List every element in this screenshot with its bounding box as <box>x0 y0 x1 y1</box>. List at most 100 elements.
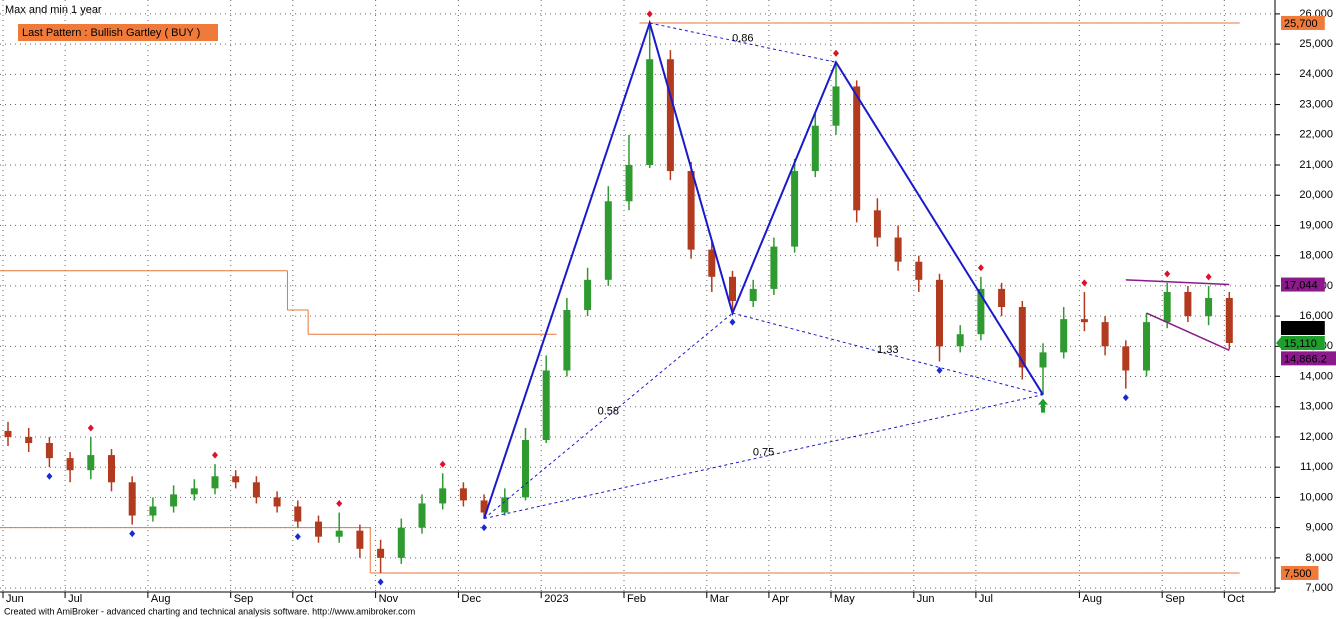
candle-body <box>1163 291 1171 323</box>
x-tick-label: Dec <box>461 593 481 605</box>
pivot-high <box>646 10 653 18</box>
plot-area: 0.58 0.86 1.33 0.75 <box>0 10 1240 586</box>
pivot-high <box>1081 279 1088 287</box>
ratio-label: 1.33 <box>877 344 898 356</box>
candle-body <box>25 436 33 444</box>
x-tick-label: Aug <box>151 593 171 605</box>
y-tick-label: 21,000 <box>1299 159 1333 171</box>
price-tag <box>1281 565 1319 580</box>
candle-body <box>1143 322 1150 371</box>
price-tag-label: 17,044 <box>1284 279 1318 291</box>
pivot-low <box>294 533 301 541</box>
ratio-label: 0.86 <box>732 33 753 45</box>
candle-body <box>646 59 654 165</box>
pivot-high <box>439 460 446 468</box>
candle-body <box>666 59 674 172</box>
price-tag <box>1281 15 1325 30</box>
x-tick-label: Sep <box>234 593 254 605</box>
candle-body <box>749 288 757 301</box>
trendline <box>1146 312 1230 352</box>
x-tick-label: 2023 <box>544 593 568 605</box>
x-tick-label: Feb <box>627 593 646 605</box>
candle-body <box>294 506 302 522</box>
x-tick-label: Mar <box>710 593 729 605</box>
candle-body <box>211 476 219 489</box>
pivot-low <box>729 318 736 326</box>
candle-body <box>915 261 923 280</box>
candle-body <box>149 506 157 516</box>
y-tick-label: 23,000 <box>1299 98 1333 110</box>
x-tick-label: Apr <box>772 593 789 605</box>
candle-body <box>998 288 1006 308</box>
pattern-line <box>483 19 1044 519</box>
candle-body <box>1080 319 1088 323</box>
candle-body <box>439 488 447 504</box>
candle-body <box>791 171 799 247</box>
pivot-high <box>977 264 984 272</box>
price-tag <box>1281 320 1325 335</box>
pivot-high <box>212 451 218 459</box>
x-tick-label: Aug <box>1082 593 1102 605</box>
candle-body <box>956 334 964 347</box>
x-tick-label: May <box>834 593 855 605</box>
y-tick-label: 16,000 <box>1299 310 1333 322</box>
pivot-low <box>46 472 53 480</box>
candle-body <box>522 439 529 498</box>
x-tick-label: Nov <box>379 593 399 605</box>
ratio-line <box>649 22 837 63</box>
candle-body <box>1205 297 1213 317</box>
candle-body <box>1060 319 1068 353</box>
candle-body <box>1101 322 1109 347</box>
y-tick-label: 24,000 <box>1299 68 1333 80</box>
price-tag-label: 14,866.2 <box>1284 353 1327 365</box>
x-tick-label: Oct <box>296 593 313 605</box>
annotation: Last Pattern : Bullish Gartley ( BUY ) <box>22 27 200 39</box>
price-tag <box>1281 335 1325 350</box>
candle-body <box>563 310 571 371</box>
pivot-high <box>1205 273 1212 281</box>
footer: Created with AmiBroker - advanced charti… <box>4 606 415 616</box>
y-tick-label: 25,000 <box>1299 38 1333 50</box>
candle-body <box>936 279 943 347</box>
candle-body <box>335 530 343 537</box>
candle-body <box>687 171 695 250</box>
pivot-low <box>377 578 384 586</box>
candle-body <box>873 210 881 238</box>
candle-body <box>232 476 240 483</box>
candle-body <box>273 497 281 507</box>
price-tag <box>1281 351 1336 366</box>
price-tag-label: 25,700 <box>1284 18 1318 30</box>
grid <box>0 0 1275 592</box>
price-tag-label: 15,110 <box>1284 338 1317 350</box>
buy-arrow <box>1038 398 1048 413</box>
x-tick-label: Jul <box>68 593 82 605</box>
pivot-low <box>129 530 136 538</box>
candle-body <box>708 249 716 277</box>
ratio-label: 0.58 <box>598 406 619 418</box>
candle-body <box>170 494 178 507</box>
y-tick-label: 12,000 <box>1299 431 1333 443</box>
candle-body <box>1184 291 1192 317</box>
candle-body <box>377 548 385 558</box>
candle-body <box>252 482 260 498</box>
candle-body <box>1039 352 1047 368</box>
candle-body <box>108 455 115 483</box>
price-tag-label: 7,500 <box>1284 568 1312 580</box>
y-tick-label: 11,000 <box>1300 461 1333 473</box>
candle-body <box>853 86 861 211</box>
y-tick-label: 9,000 <box>1305 522 1333 534</box>
y-tick-label: 14,000 <box>1299 370 1333 382</box>
price-tag-label: 15,110 <box>1284 323 1317 335</box>
candle-body <box>66 458 74 471</box>
x-tick-label: Jul <box>979 593 993 605</box>
pivot-low <box>936 366 943 374</box>
candle-body <box>542 370 550 440</box>
candle-body <box>87 455 95 471</box>
candle-body <box>356 530 364 549</box>
candle-body <box>1225 297 1233 343</box>
y-tick-label: 22,000 <box>1299 129 1333 141</box>
trendline <box>1125 279 1230 286</box>
annotation-box <box>18 24 218 41</box>
candle-body <box>190 488 198 495</box>
